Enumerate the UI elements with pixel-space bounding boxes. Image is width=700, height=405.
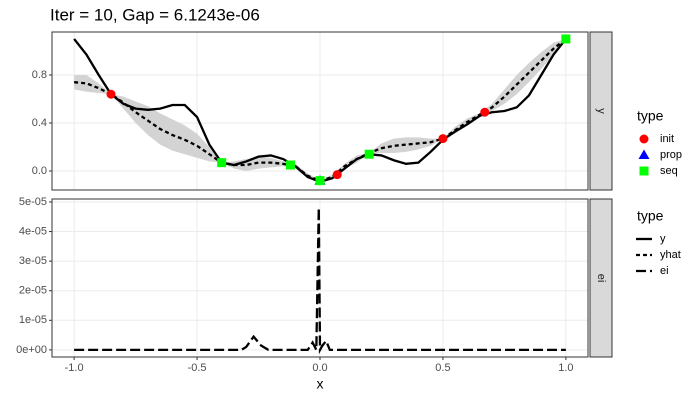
legend-key [639, 166, 649, 176]
y-tick-label: 0e+00 [16, 344, 47, 356]
facet-label: y [595, 108, 607, 114]
panel-border [51, 198, 589, 358]
legend-label: y [660, 233, 666, 245]
legend-title: type [637, 108, 664, 124]
point [315, 176, 325, 186]
confidence-band [74, 38, 566, 181]
legend-key [638, 149, 650, 159]
point [217, 158, 227, 168]
x-tick-label: 1.0 [558, 362, 573, 374]
y-tick-label: 0.8 [32, 69, 47, 81]
x-tick-label: -0.5 [188, 362, 207, 374]
facet-label: ei [595, 274, 607, 283]
x-tick-label: -1.0 [65, 362, 84, 374]
y-tick-label: 2e-05 [19, 285, 47, 297]
legend-label: ei [660, 265, 669, 277]
point [285, 160, 295, 170]
y-tick-label: 5e-05 [19, 196, 47, 208]
x-axis-label: x [317, 376, 324, 392]
point [438, 134, 448, 144]
point [364, 149, 374, 159]
legend-title: type [637, 208, 664, 224]
legend-key [639, 134, 649, 144]
x-tick-label: 0.0 [312, 362, 327, 374]
facet-strip [589, 198, 613, 358]
line [74, 207, 566, 355]
y-tick-label: 4e-05 [19, 225, 47, 237]
point [332, 170, 342, 180]
legend-label: prop [660, 149, 682, 161]
legend-label: seq [660, 165, 678, 177]
panel-border [51, 31, 589, 191]
y-tick-label: 3e-05 [19, 255, 47, 267]
legend-label: yhat [660, 249, 681, 261]
legend-label: init [660, 133, 674, 145]
y-tick-label: 0.4 [32, 117, 47, 129]
chart-title: Iter = 10, Gap = 6.1243e-06 [50, 5, 260, 24]
point [561, 34, 571, 44]
facet-strip [589, 31, 613, 191]
x-tick-label: 0.5 [435, 362, 450, 374]
point [106, 89, 116, 99]
y-tick-label: 1e-05 [19, 314, 47, 326]
point [480, 107, 490, 117]
y-tick-label: 0.0 [32, 165, 47, 177]
